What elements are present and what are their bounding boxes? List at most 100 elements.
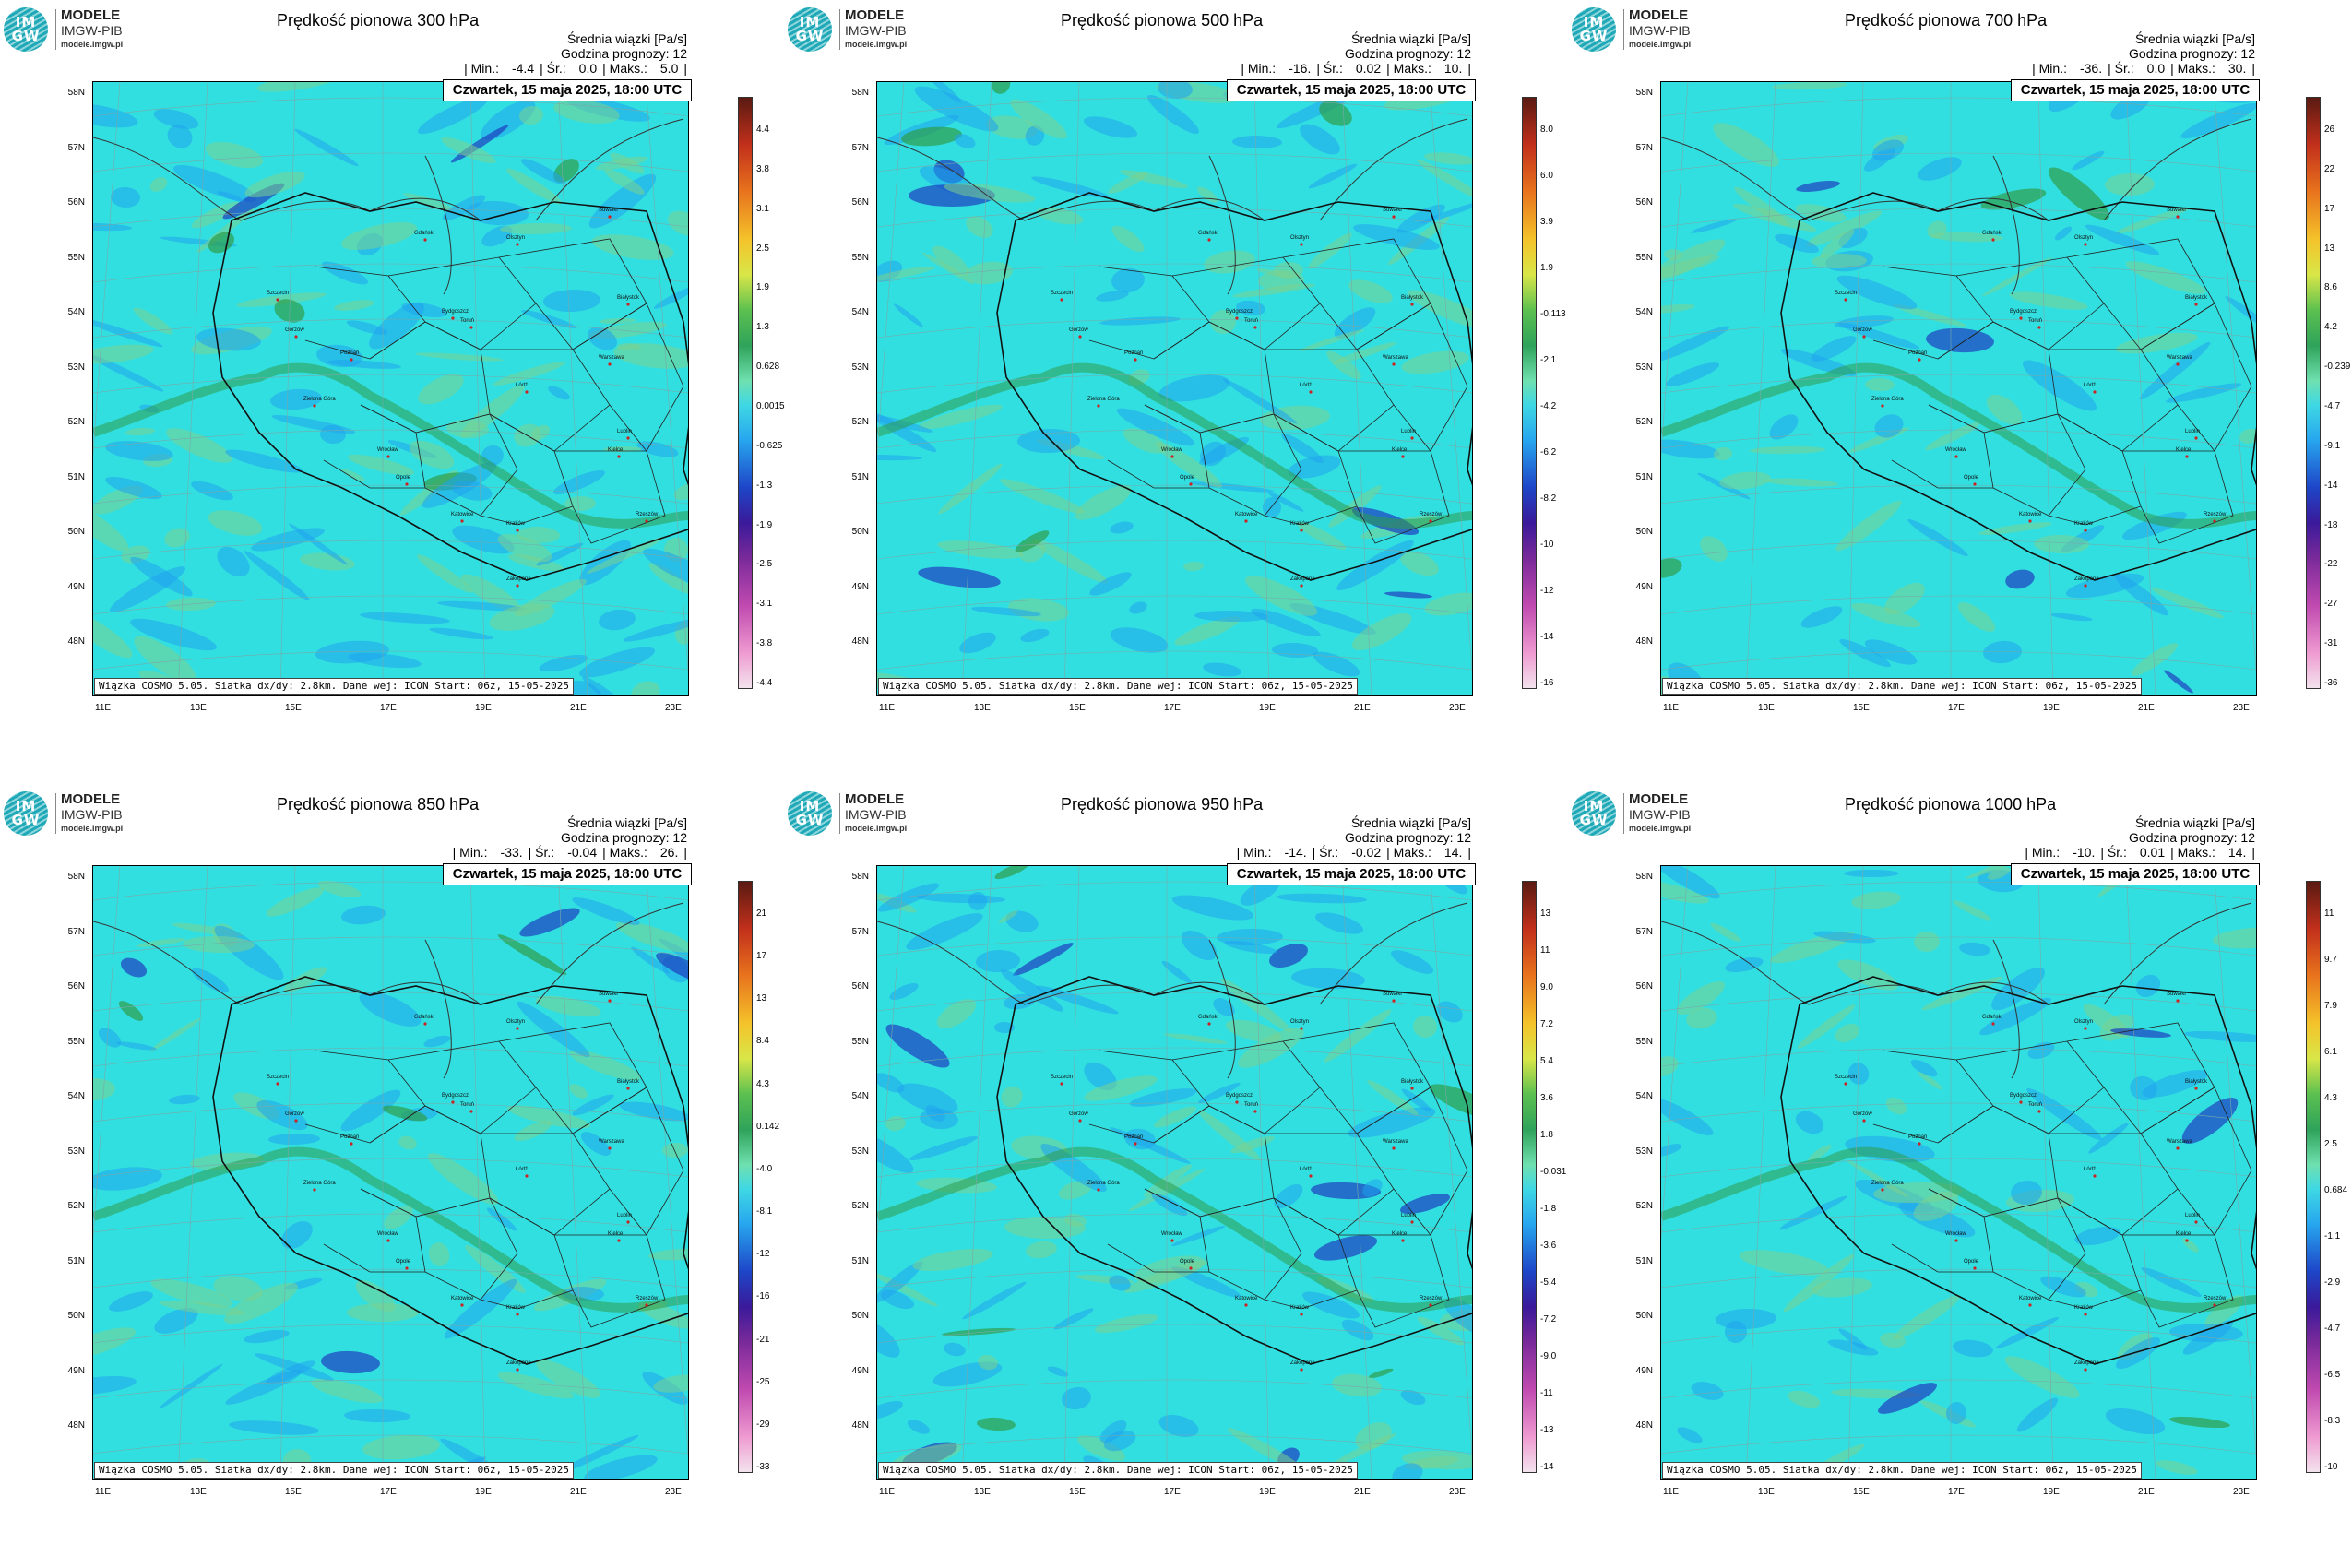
- longitude-label: 17E: [1948, 703, 1965, 713]
- header-forecast-hour: Godzina prognozy: 12: [2129, 830, 2255, 845]
- field-anomaly: [1686, 1007, 1717, 1029]
- field-anomaly: [1392, 1463, 1423, 1479]
- city-marker: [1410, 303, 1414, 306]
- city-label-suwalki: Suwałki: [1383, 992, 1402, 997]
- city-label-zakopane: Zakopane: [506, 576, 531, 582]
- city-label-opole: Opole: [1180, 475, 1195, 481]
- logo-letters-bottom: GW: [11, 812, 41, 828]
- logo-letters-top: IM: [1583, 798, 1605, 814]
- city-marker: [313, 1188, 316, 1192]
- city-label-lublin: Lublin: [2185, 1213, 2201, 1218]
- city-marker: [1300, 529, 1303, 532]
- city-label-kielce: Kielce: [608, 447, 624, 453]
- city-marker: [276, 1082, 279, 1086]
- field-anomaly: [205, 142, 264, 168]
- field-anomaly: [1204, 250, 1255, 274]
- city-marker: [2176, 215, 2180, 219]
- stats-end: |: [1467, 61, 1471, 76]
- latitude-label: 57N: [1635, 142, 1653, 153]
- field-anomaly: [1690, 219, 1738, 233]
- colorbar-tick-label: -16: [756, 1291, 770, 1302]
- colorbar-tick-label: -4.2: [1540, 401, 1557, 411]
- field-anomaly: [444, 1278, 517, 1339]
- field-anomaly: [1796, 181, 1840, 192]
- field-anomaly: [1910, 1059, 1938, 1077]
- voivodeship-border: [1338, 450, 1450, 544]
- logo-text-imgw: IMGW-PIB: [1629, 807, 1691, 822]
- field-anomaly: [1123, 428, 1167, 454]
- field-anomaly: [572, 1094, 614, 1116]
- field-anomaly: [2169, 1323, 2243, 1343]
- latitude-gridline: [1661, 881, 2256, 901]
- colorbar-tick-label: -36: [2324, 678, 2338, 688]
- city-marker: [2084, 529, 2087, 532]
- city-marker: [626, 436, 630, 440]
- field-anomaly: [944, 183, 1036, 203]
- field-anomaly: [2048, 167, 2110, 220]
- colorbar-tick-label: -14: [2324, 480, 2338, 491]
- latitude-label: 49N: [851, 581, 869, 592]
- field-anomaly: [1811, 336, 1857, 362]
- field-anomaly: [130, 618, 217, 651]
- field-anomaly: [191, 481, 233, 501]
- voivodeship-border: [1356, 1087, 1468, 1236]
- stats-max-label: | Maks.:: [2170, 61, 2215, 76]
- field-anomaly: [164, 528, 190, 548]
- longitude-gridline: [1661, 866, 1689, 1241]
- field-anomaly: [2026, 1087, 2102, 1141]
- longitude-gridline: [877, 866, 905, 1241]
- field-anomaly: [317, 880, 362, 898]
- field-anomaly: [208, 510, 263, 536]
- colorbar-tick-label: 8.0: [1540, 125, 1553, 135]
- city-label-lodz: Łódź: [1300, 1167, 1313, 1172]
- field-anomaly: [1884, 582, 1925, 615]
- field-anomaly: [1089, 572, 1132, 596]
- field-anomaly: [514, 1121, 552, 1141]
- city-marker: [2084, 1368, 2087, 1372]
- voivodeship-border: [1983, 1197, 2086, 1301]
- stats-min-value: -10.: [2073, 845, 2096, 860]
- field-anomaly: [1025, 125, 1045, 146]
- city-label-bialystok: Białystok: [1401, 295, 1424, 301]
- field-anomaly: [2023, 360, 2097, 411]
- colorbar-tick-label: 3.8: [756, 163, 769, 174]
- field-anomaly: [2166, 383, 2241, 403]
- colorbar-tick-label: -2.5: [756, 559, 773, 570]
- country-border: [996, 192, 1472, 581]
- stats-min-label: | Min.:: [452, 845, 488, 860]
- field-anomaly: [1417, 159, 1472, 203]
- field-anomaly: [2125, 261, 2206, 294]
- city-marker: [2037, 326, 2041, 329]
- field-anomaly: [909, 1136, 979, 1160]
- field-anomaly: [954, 134, 976, 148]
- field-anomaly: [653, 285, 688, 309]
- longitude-label: 15E: [1853, 703, 1870, 713]
- panel-title: Prędkość pionowa 500 hPa: [1061, 11, 1264, 30]
- field-anomaly: [2072, 150, 2105, 171]
- field-anomaly: [1873, 1182, 1962, 1204]
- longitude-label: 21E: [2138, 1487, 2155, 1497]
- field-anomaly: [1953, 900, 1991, 921]
- field-anomaly: [553, 100, 620, 124]
- latitude-gridline: [877, 1379, 1472, 1399]
- stats-mean-value: 0.0: [2146, 61, 2166, 76]
- city-label-poznan: Poznań: [1124, 1134, 1144, 1140]
- city-marker: [2185, 455, 2189, 458]
- colorbar-tick-label: 7.2: [1540, 1019, 1553, 1029]
- stats-mean-label: | Śr.:: [1316, 61, 1343, 76]
- logo-text-imgw: IMGW-PIB: [1629, 23, 1691, 38]
- city-label-kielce: Kielce: [608, 1231, 624, 1237]
- city-marker: [1991, 238, 1995, 242]
- imgw-logo-icon: [4, 7, 48, 52]
- colorbar-tick-label: -29: [756, 1419, 770, 1430]
- city-label-krakow: Kraków: [506, 521, 526, 527]
- field-anomaly: [1200, 441, 1226, 467]
- colorbar-tick-label: -4.7: [2324, 1324, 2341, 1334]
- logo-text-modele: MODELE: [1629, 7, 1689, 23]
- city-marker: [405, 1266, 409, 1270]
- latitude-label: 52N: [1635, 1201, 1653, 1211]
- field-anomaly: [535, 995, 601, 1017]
- field-anomaly: [497, 934, 567, 975]
- latitude-gridline: [877, 1158, 1472, 1178]
- city-marker: [276, 298, 279, 302]
